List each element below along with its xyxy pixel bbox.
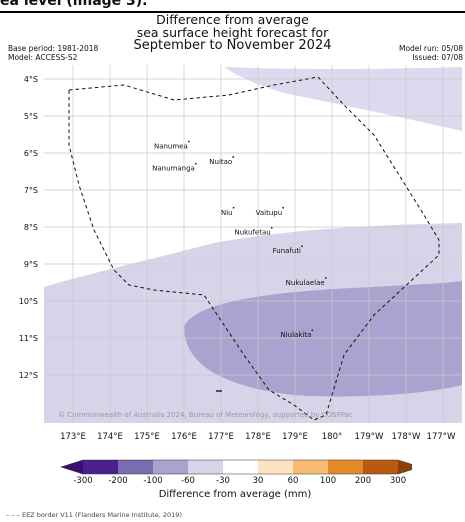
colorbar-under-arrow: [61, 460, 83, 474]
lat-label: 6°S: [23, 149, 38, 158]
lat-label: 4°S: [23, 75, 38, 84]
copyright-credit: © Commonwealth of Australia 2024, Bureau…: [58, 411, 353, 419]
lon-label: 177°E: [208, 432, 234, 442]
sea-height-map: Nanumea Nuitao Nanumanga Niu Vaitupu Nukufeta…: [44, 65, 462, 423]
title-line-1: Difference from average: [156, 12, 309, 27]
colorbar-label: 30: [252, 476, 264, 486]
place-dot: [270, 226, 273, 229]
lon-label: 174°E: [97, 432, 123, 442]
place-label: Nukulaelae: [286, 279, 325, 287]
lon-label: 177°W: [426, 432, 456, 442]
eez-legend: – – – EEZ border V11 (Flanders Marine In…: [6, 511, 182, 519]
eez-legend-label: EEZ border V11 (Flanders Marine Institut…: [21, 511, 182, 519]
caption-rule: [0, 11, 465, 13]
place-dot: [194, 162, 197, 165]
place-dot: [301, 245, 303, 248]
title-line-3: September to November 2024: [133, 38, 332, 53]
place-label: Nuitao: [209, 158, 232, 166]
dashed-line-swatch: – – –: [6, 511, 20, 519]
model-name: Model: ACCESS-S2: [8, 53, 78, 62]
colorbar-label: 200: [354, 476, 372, 486]
title-line-2: sea surface height forecast for: [136, 25, 329, 40]
figure-caption: ea level (image 3).: [0, 0, 148, 9]
lat-label: 5°S: [23, 112, 38, 121]
lat-label: 9°S: [23, 260, 38, 269]
colorbar: [60, 459, 412, 475]
colorbar-segment: [363, 460, 398, 474]
place-markers: Nanumea Nuitao Nanumanga Niu Vaitupu Nukufeta…: [152, 140, 327, 339]
lat-label: 12°S: [18, 371, 38, 380]
lon-label: 175°E: [134, 432, 160, 442]
place-dot: [232, 156, 235, 158]
place-label: Vaitupu: [256, 209, 283, 217]
colorbar-segment: [293, 460, 328, 474]
colorbar-segment: [188, 460, 223, 474]
anomaly-band-north: [224, 67, 462, 131]
colorbar-frame: [60, 459, 412, 475]
lon-label: 178°E: [245, 432, 271, 442]
colorbar-label: -300: [73, 476, 93, 486]
lat-label: 8°S: [23, 223, 38, 232]
lon-label: 176°E: [171, 432, 197, 442]
place-label: Nukufetau: [234, 229, 270, 237]
place-label: Nanumanga: [152, 165, 195, 173]
model-run: Model run: 05/08: [398, 44, 463, 53]
lon-label: 173°E: [60, 432, 86, 442]
map-grid: [44, 65, 462, 423]
colorbar-segment: [223, 460, 258, 474]
place-dot: [232, 206, 235, 209]
colorbar-title: Difference from average (mm): [158, 489, 312, 500]
lat-label: 11°S: [18, 334, 38, 343]
place-dot: [282, 206, 285, 209]
colorbar-segment: [258, 460, 293, 474]
lon-label: 180°: [321, 432, 343, 442]
colorbar-label: -30: [216, 476, 230, 486]
lon-label: 179°W: [354, 432, 384, 442]
colorbar-segment: [328, 460, 363, 474]
place-dot: [187, 140, 190, 143]
colorbar-segment: [83, 460, 118, 474]
lon-label: 178°W: [391, 432, 421, 442]
colorbar-segment: [153, 460, 188, 474]
issued-date: Issued: 07/08: [412, 53, 463, 62]
colorbar-label: -100: [143, 476, 163, 486]
colorbar-label: 100: [319, 476, 337, 486]
lat-label: 7°S: [23, 186, 38, 195]
place-dot: [324, 277, 327, 279]
colorbar-label: 60: [287, 476, 299, 486]
colorbar-label: -60: [181, 476, 195, 486]
place-dot: [311, 329, 314, 332]
place-label: Funafuti: [273, 247, 301, 255]
place-label: Niu: [221, 209, 233, 217]
base-period: Base period: 1981-2018: [8, 44, 99, 53]
colorbar-segment: [118, 460, 153, 474]
place-label: Niulakita: [280, 331, 311, 339]
lon-label: 179°E: [282, 432, 308, 442]
colorbar-label: 300: [389, 476, 407, 486]
lat-label: 10°S: [18, 297, 38, 306]
place-label: Nanumea: [154, 143, 188, 151]
colorbar-label: -200: [108, 476, 128, 486]
